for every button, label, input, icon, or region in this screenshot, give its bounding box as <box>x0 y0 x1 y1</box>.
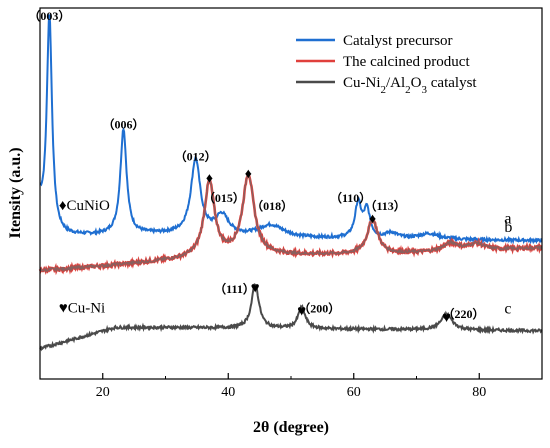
legend: Catalyst precursor The calcined product Cu… <box>296 33 477 96</box>
heart-marker: ♥ <box>251 281 260 297</box>
series-line-a <box>39 14 543 245</box>
peak-label: （006） <box>102 117 144 132</box>
curve-label-c: c <box>504 301 511 318</box>
axes-layer: Itensity (a.u.) 2θ (degree) 20 40 60 80 <box>7 7 543 436</box>
curve-label-b: b <box>504 219 512 236</box>
peak-label: （110） <box>330 190 371 205</box>
legend-label: The calcined product <box>343 54 470 70</box>
legend-label: Catalyst precursor <box>343 33 453 49</box>
peak-label: （111） <box>214 281 255 296</box>
legend-label: Cu-Ni2/Al2O3 catalyst <box>343 75 477 96</box>
peak-label: （113） <box>364 198 405 213</box>
diamond-marker: ♦ <box>369 212 376 227</box>
x-tick-label: 80 <box>472 385 486 400</box>
phase-label: ♥Cu-Ni <box>59 301 105 317</box>
peak-label: （012） <box>175 148 217 163</box>
x-tick-label: 20 <box>96 385 110 400</box>
annotation-layer: （003） （006） （012） （015） （018） （110）（113） （111）… <box>28 8 484 326</box>
peak-label: （200） <box>298 301 340 316</box>
curve-label-a: a <box>504 210 511 227</box>
peak-label: （003） <box>28 8 70 23</box>
peak-label: （015） <box>203 190 245 205</box>
heart-marker: ♥ <box>297 303 306 319</box>
diamond-marker: ♦ <box>245 167 252 182</box>
series-line-c <box>39 283 543 352</box>
peak-label: （220） <box>443 306 485 321</box>
series-line-b-overlay <box>39 173 543 274</box>
x-axis-label: 2θ (degree) <box>253 419 329 436</box>
heart-marker: ♥ <box>442 310 451 326</box>
y-axis-label: Itensity (a.u.) <box>7 147 24 238</box>
x-tick-label: 40 <box>221 385 235 400</box>
peak-label: （018） <box>251 198 293 213</box>
series-layer: ab c <box>38 14 543 352</box>
phase-label: ♦CuNiO <box>59 198 110 214</box>
x-tick-label: 60 <box>347 385 361 400</box>
diamond-marker: ♦ <box>206 171 213 186</box>
